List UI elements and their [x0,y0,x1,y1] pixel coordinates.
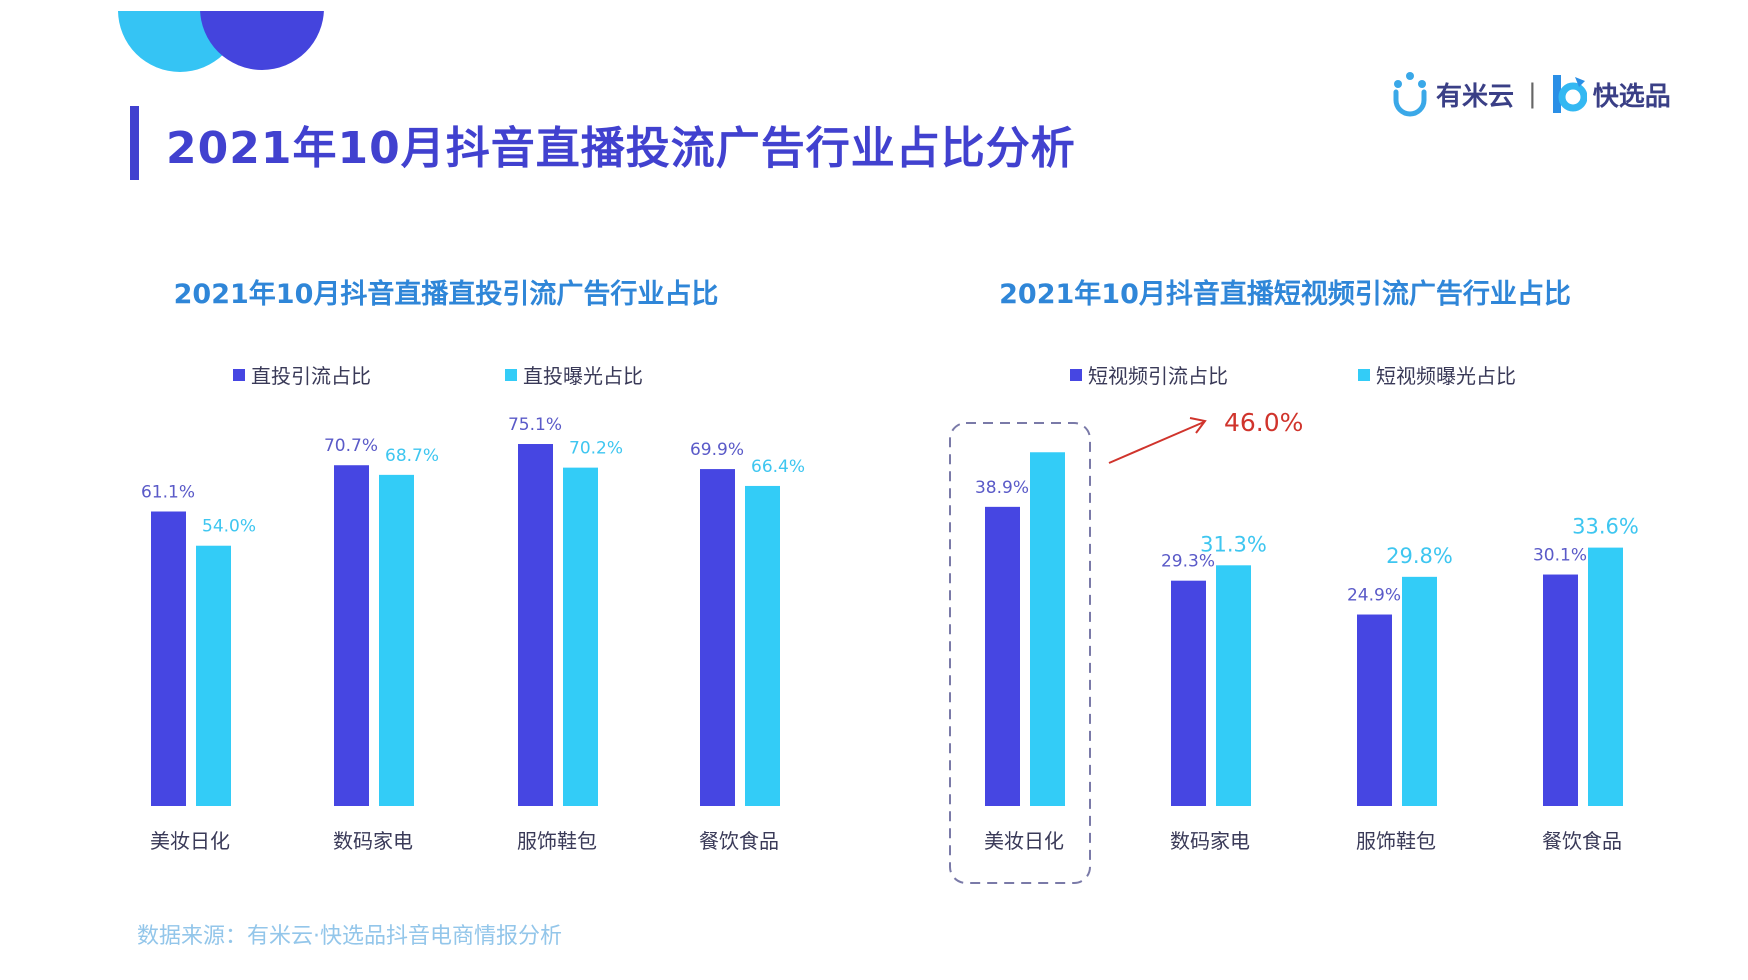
bar-2 [745,485,780,806]
legend-label: 直投引流占比 [251,364,371,388]
legend-swatch [1358,368,1370,381]
bar-1 [1357,614,1392,806]
bar-2 [196,545,231,806]
page-title: 2021年10月抖音直播投流广告行业占比分析 [166,123,1076,174]
data-source-note: 数据来源：有米云·快选品抖音电商情报分析 [137,924,562,949]
bar-2 [563,467,598,806]
youmi-logo-icon [1393,72,1427,117]
decor-circles [118,11,324,72]
chart1-legend-series1: 直投引流占比 [233,360,371,389]
bar-1 [151,511,186,806]
category-label: 餐饮食品 [1542,829,1622,853]
data-label: 68.7% [385,446,439,466]
bar-2 [1216,565,1251,806]
annotation-arrow [1108,421,1205,464]
chart1-title: 2021年10月抖音直播直投引流广告行业占比 [173,279,719,310]
chart2-title: 2021年10月抖音直播短视频引流广告行业占比 [999,279,1571,310]
data-label: 70.7% [324,436,378,456]
chart2-legend-series1: 短视频引流占比 [1070,360,1228,389]
category-label: 数码家电 [333,829,413,853]
bar-1 [985,506,1020,806]
category-label: 美妆日化 [150,829,230,853]
bar-1 [1543,574,1578,806]
category-label: 数码家电 [1170,829,1250,853]
data-label: 69.9% [690,440,744,460]
chart1-legend-series2: 直投曝光占比 [505,360,643,389]
bar-1 [518,444,553,806]
legend-swatch [1070,368,1082,381]
bar-1 [334,465,369,806]
data-label: 30.1% [1533,546,1587,566]
title-accent-bar [130,106,139,180]
highlight-dashed-box [949,422,1091,884]
logo: 有米云 | 快选品 [1390,70,1671,118]
bar-2 [1402,576,1437,806]
logo-separator: | [1528,79,1537,109]
data-label: 24.9% [1347,586,1401,606]
bar-2 [1030,452,1065,806]
legend-swatch [233,368,245,381]
bar-2 [1588,547,1623,806]
logo-brand1: 有米云 [1436,81,1515,112]
annotation-arrowhead-icon [1189,417,1207,434]
data-label: 66.4% [751,457,805,477]
category-label: 服饰鞋包 [1356,829,1436,853]
data-label: 38.9% [975,478,1029,498]
annotation-label: 46.0% [1224,408,1303,437]
bar-1 [700,469,735,806]
bar-2 [379,474,414,806]
data-label: 70.2% [569,439,623,459]
data-label: 31.3% [1200,532,1267,556]
legend-label: 短视频引流占比 [1088,364,1228,388]
chart2-legend-series2: 短视频曝光占比 [1358,360,1516,389]
data-label: 61.1% [141,482,195,502]
data-label: 75.1% [508,415,562,435]
category-label: 餐饮食品 [699,829,779,853]
data-label: 29.3% [1161,552,1215,572]
logo-brand2: 快选品 [1592,81,1671,112]
category-label: 美妆日化 [984,829,1064,853]
kuaixuanpin-logo-icon [1552,75,1587,113]
bar-1 [1171,580,1206,806]
data-label: 54.0% [202,517,256,537]
category-label: 服饰鞋包 [517,829,597,853]
legend-swatch [505,368,517,381]
legend-label: 短视频曝光占比 [1376,364,1516,388]
data-label: 29.8% [1386,544,1453,568]
data-label: 33.6% [1572,515,1639,539]
legend-label: 直投曝光占比 [523,364,643,388]
